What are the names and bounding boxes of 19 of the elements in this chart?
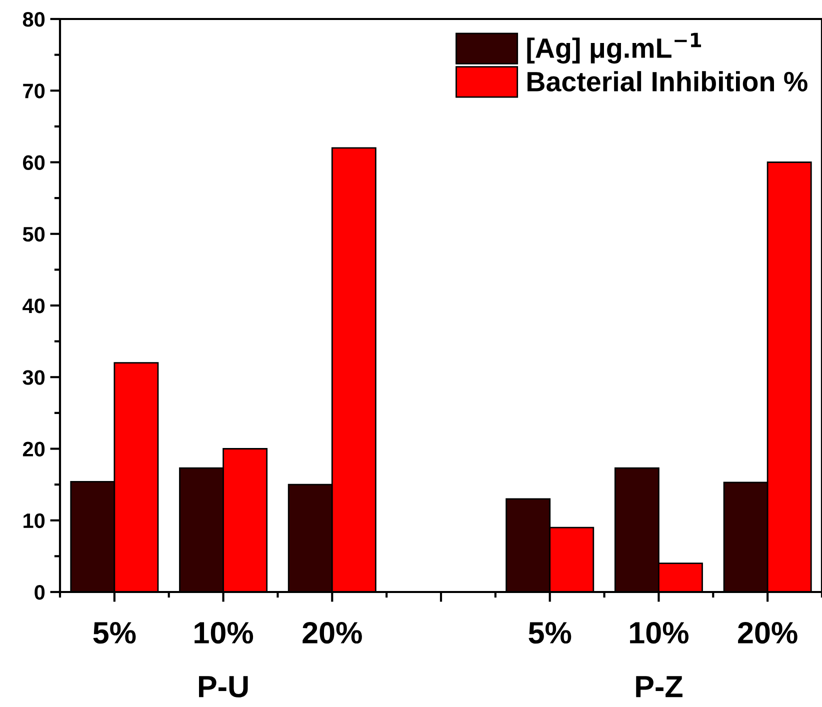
x-tick-label: 5% <box>528 622 572 644</box>
y-tick-label: 20 <box>22 442 45 457</box>
x-tick-label: 10% <box>194 622 254 644</box>
y-tick-label: 50 <box>22 226 45 242</box>
y-tick-label: 40 <box>22 298 45 314</box>
text: P-Z <box>636 676 682 698</box>
x-tick-label: 10% <box>630 622 688 644</box>
x-tick-label: 5% <box>93 622 136 644</box>
x-tick-label: 20% <box>302 622 362 644</box>
y-tick-label: 30 <box>22 370 45 385</box>
x-tick-label: 20% <box>738 622 798 644</box>
y-tick-label: 10 <box>24 513 45 528</box>
legend-label: Bacterial Inhibition % <box>528 71 808 92</box>
y-tick-label: 0 <box>34 585 45 600</box>
legend-label: [Ag] μg.mL$^{−1}$ <box>527 32 702 64</box>
y-tick-label: 70 <box>23 84 45 98</box>
text: P-U <box>199 676 248 698</box>
y-tick-label: 60 <box>23 155 45 170</box>
y-tick-label: 80 <box>22 12 45 27</box>
